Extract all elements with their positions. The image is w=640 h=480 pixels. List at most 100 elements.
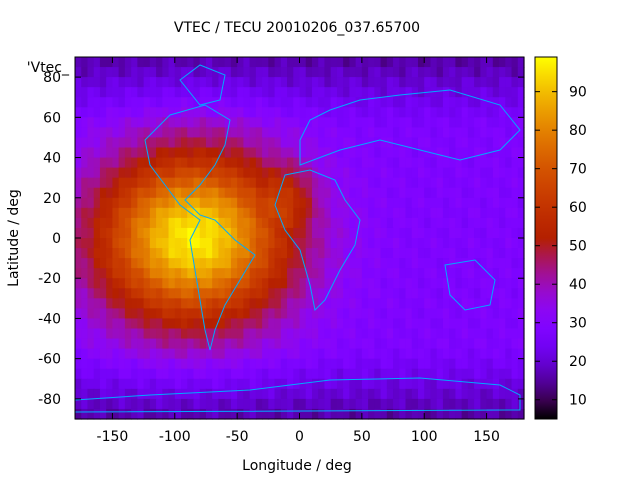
heatmap-cell: [436, 358, 444, 370]
heatmap-cell: [87, 147, 95, 159]
heatmap-cell: [324, 87, 332, 98]
heatmap-cell: [93, 308, 101, 320]
heatmap-cell: [249, 388, 257, 400]
heatmap-cell: [249, 147, 257, 159]
heatmap-cell: [212, 197, 220, 209]
heatmap-cell: [143, 338, 151, 350]
heatmap-cell: [99, 318, 107, 330]
heatmap-cell: [162, 268, 170, 279]
heatmap-cell: [399, 378, 407, 390]
heatmap-cell: [417, 137, 425, 149]
heatmap-cell: [405, 117, 413, 128]
heatmap-cell: [237, 187, 244, 199]
heatmap-cell: [399, 167, 407, 179]
heatmap-cell: [424, 408, 432, 420]
heatmap-cell: [499, 378, 506, 390]
heatmap-cell: [118, 238, 126, 249]
heatmap-cell: [492, 167, 500, 179]
heatmap-cell: [162, 248, 170, 259]
heatmap-cell: [330, 268, 338, 279]
heatmap-cell: [417, 398, 425, 410]
heatmap-cell: [237, 368, 244, 380]
heatmap-cell: [243, 97, 251, 108]
heatmap-cell: [424, 77, 432, 88]
heatmap-cell: [230, 248, 238, 259]
heatmap-cell: [293, 298, 301, 309]
heatmap-cell: [137, 238, 145, 249]
heatmap-cell: [330, 107, 338, 118]
heatmap-cell: [249, 338, 257, 350]
heatmap-cell: [374, 87, 382, 98]
heatmap-cell: [486, 238, 494, 249]
heatmap-cell: [474, 187, 481, 199]
heatmap-cell: [87, 97, 95, 108]
heatmap-cell: [499, 67, 506, 78]
heatmap-cell: [299, 167, 307, 179]
heatmap-cell: [461, 258, 469, 269]
heatmap-cell: [455, 147, 463, 159]
heatmap-cell: [455, 388, 463, 400]
colorbar-tick-label: 20: [569, 354, 587, 370]
heatmap-cell: [430, 268, 438, 279]
heatmap-cell: [106, 137, 114, 149]
heatmap-cell: [243, 348, 251, 360]
heatmap-cell: [224, 57, 232, 68]
heatmap-cell: [318, 348, 326, 360]
heatmap-cell: [361, 378, 369, 390]
heatmap-cell: [461, 308, 469, 320]
heatmap-cell: [99, 278, 107, 289]
heatmap-cell: [112, 77, 120, 88]
heatmap-cell: [305, 107, 313, 118]
heatmap-cell: [268, 167, 276, 179]
heatmap-cell: [505, 117, 513, 128]
heatmap-cell: [205, 207, 213, 219]
heatmap-cell: [212, 398, 220, 410]
heatmap-cell: [417, 338, 425, 350]
heatmap-cell: [174, 177, 182, 189]
heatmap-cell: [224, 278, 232, 289]
heatmap-cell: [168, 97, 176, 108]
heatmap-cell: [374, 77, 382, 88]
heatmap-cell: [461, 117, 469, 128]
heatmap-cell: [411, 258, 419, 269]
heatmap-cell: [112, 258, 120, 269]
heatmap-cell: [131, 147, 138, 159]
heatmap-cell: [87, 248, 95, 259]
heatmap-cell: [324, 268, 332, 279]
heatmap-cell: [193, 167, 201, 179]
heatmap-cell: [274, 248, 282, 259]
heatmap-cell: [455, 67, 463, 78]
heatmap-cell: [299, 107, 307, 118]
heatmap-cell: [436, 57, 444, 68]
heatmap-cell: [311, 238, 319, 249]
heatmap-cell: [87, 167, 95, 179]
heatmap-cell: [417, 147, 425, 159]
heatmap-cell: [361, 348, 369, 360]
heatmap-cell: [81, 318, 89, 330]
heatmap-cell: [386, 288, 394, 299]
heatmap-cell: [268, 87, 276, 98]
heatmap-cell: [137, 298, 145, 309]
heatmap-cell: [137, 278, 145, 289]
heatmap-cell: [112, 248, 120, 259]
heatmap-cell: [330, 358, 338, 370]
heatmap-cell: [517, 87, 525, 98]
heatmap-cell: [393, 348, 400, 360]
heatmap-cell: [237, 348, 244, 360]
heatmap-cell: [181, 157, 188, 169]
heatmap-cell: [368, 137, 375, 149]
heatmap-cell: [424, 348, 432, 360]
heatmap-cell: [393, 177, 400, 189]
heatmap-cell: [162, 318, 170, 330]
heatmap-cell: [237, 227, 244, 239]
heatmap-cell: [230, 157, 238, 169]
heatmap-cell: [93, 87, 101, 98]
heatmap-cell: [499, 217, 506, 229]
heatmap-cell: [224, 378, 232, 390]
heatmap-cell: [93, 288, 101, 299]
heatmap-cell: [393, 328, 400, 340]
heatmap-cell: [405, 408, 413, 420]
heatmap-cell: [81, 167, 89, 179]
heatmap-cell: [393, 288, 400, 299]
heatmap-cell: [81, 358, 89, 370]
